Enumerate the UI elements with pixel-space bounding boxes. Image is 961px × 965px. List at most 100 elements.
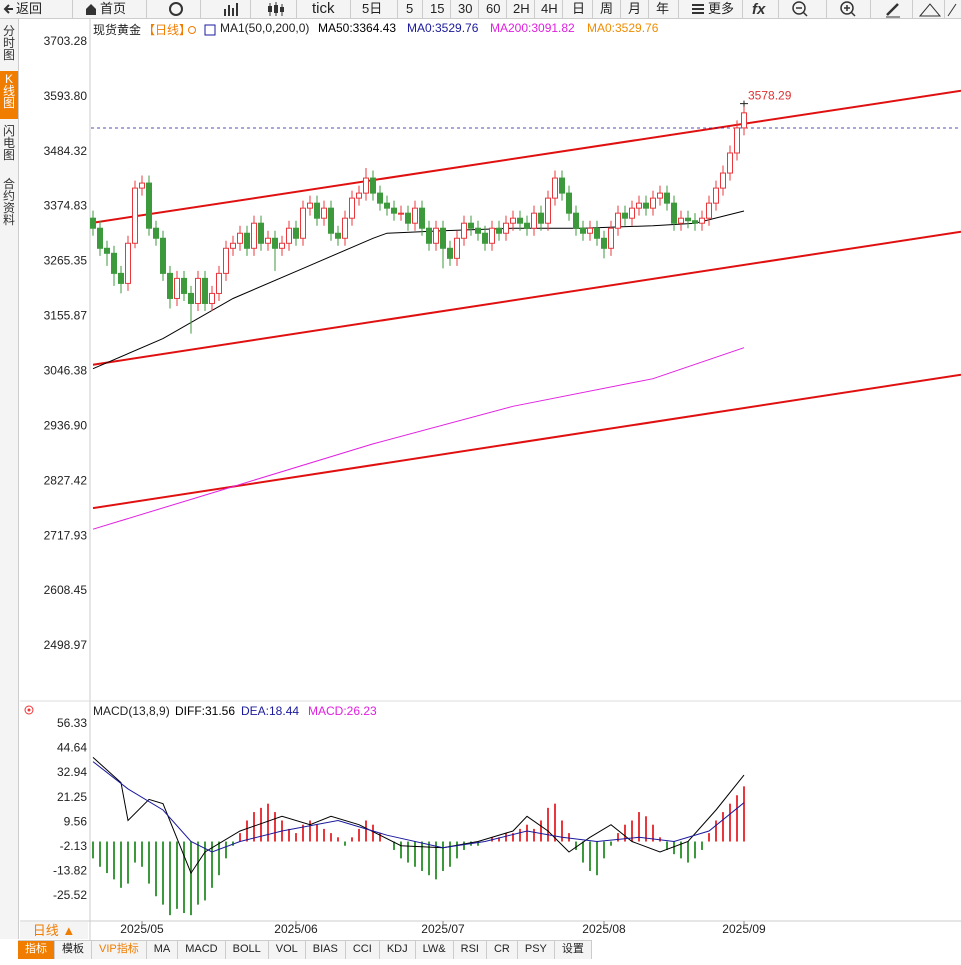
- candle-body: [517, 217, 523, 224]
- indicator-tab[interactable]: CR: [486, 941, 518, 959]
- legend-entry: MA200:3091.82: [490, 21, 575, 35]
- refresh-icon[interactable]: [166, 0, 186, 18]
- candle-body: [699, 217, 705, 224]
- macd-bar: [736, 795, 738, 842]
- candle-body: [195, 277, 201, 304]
- candle-body: [664, 192, 670, 204]
- candle-body: [272, 237, 278, 249]
- y-tick-label: 44.64: [57, 741, 87, 755]
- toolbar-button[interactable]: 4H: [541, 1, 558, 16]
- candle-body: [601, 237, 607, 249]
- side-tab[interactable]: 闪电图: [3, 124, 16, 162]
- pen-icon[interactable]: [884, 0, 904, 18]
- macd-bar: [638, 812, 640, 842]
- macd-bar: [435, 841, 437, 880]
- indicator-tab[interactable]: LW&: [415, 941, 454, 959]
- ma-line: [92, 210, 745, 370]
- candle-body: [685, 217, 691, 222]
- period-label: 【日线】: [143, 23, 192, 37]
- candle-body: [622, 212, 628, 219]
- high-label: 3578.29: [748, 89, 792, 103]
- indicator-tab[interactable]: BIAS: [305, 941, 346, 959]
- toolbar-button[interactable]: 更多: [708, 1, 735, 16]
- macd-bar: [316, 824, 318, 842]
- candle-body: [419, 207, 425, 229]
- indicator-tab[interactable]: KDJ: [379, 941, 416, 959]
- toolbar-button[interactable]: 5日: [362, 1, 383, 16]
- trend-line: [92, 230, 961, 366]
- toolbar-button[interactable]: 首页: [100, 1, 127, 16]
- triangle-icon[interactable]: [918, 0, 942, 18]
- zoom-in-icon[interactable]: [838, 0, 858, 18]
- side-tab[interactable]: K线图: [0, 71, 18, 119]
- period-selector[interactable]: 日线 ▲: [20, 922, 88, 939]
- shape-icon[interactable]: [946, 0, 961, 18]
- bar-icon[interactable]: [222, 0, 242, 18]
- candle-body: [538, 212, 544, 224]
- y-tick-label: 2827.42: [44, 473, 88, 487]
- y-tick-label: -2.13: [60, 839, 88, 853]
- indicator-tab[interactable]: VIP指标: [92, 941, 147, 959]
- indicator-tab[interactable]: RSI: [453, 941, 487, 959]
- indicator-tab[interactable]: VOL: [268, 941, 306, 959]
- candle-body: [559, 177, 565, 194]
- toolbar-button[interactable]: 60: [486, 1, 501, 16]
- toolbar-button[interactable]: 月: [628, 1, 642, 16]
- toolbar-button[interactable]: 15: [430, 1, 445, 16]
- settings-icon[interactable]: [24, 705, 34, 715]
- y-tick-label: 3265.35: [44, 254, 88, 268]
- macd-bar: [589, 841, 591, 871]
- toolbar-button[interactable]: tick: [312, 0, 335, 17]
- macd-bar: [358, 828, 360, 842]
- candle-body: [174, 277, 180, 299]
- candle-body: [349, 197, 355, 219]
- toolbar-button[interactable]: 30: [458, 1, 473, 16]
- indicator-tab[interactable]: 设置: [554, 941, 592, 959]
- indicator-tab[interactable]: MACD: [178, 941, 226, 959]
- toolbar-button[interactable]: 2H: [513, 1, 530, 16]
- indicator-tab[interactable]: MA: [146, 941, 179, 959]
- macd-bar: [533, 828, 535, 842]
- fx-icon[interactable]: fx: [750, 0, 772, 18]
- toolbar-button[interactable]: 返回: [16, 1, 43, 16]
- macd-bar: [218, 841, 220, 876]
- candle-body: [342, 217, 348, 239]
- toolbar-button[interactable]: 日: [572, 1, 586, 16]
- macd-bar: [463, 841, 465, 850]
- zoom-out-icon[interactable]: [790, 0, 810, 18]
- side-tab[interactable]: 分时图: [3, 24, 16, 62]
- macd-bar: [568, 833, 570, 842]
- toolbar-button[interactable]: 5: [406, 1, 414, 16]
- macd-bar: [113, 841, 115, 880]
- candle-body: [524, 222, 530, 229]
- side-tab[interactable]: 合约资料: [3, 177, 16, 227]
- macd-bar: [652, 824, 654, 842]
- macd-bar: [239, 833, 241, 842]
- candle-body: [587, 227, 593, 234]
- toolbar-button[interactable]: 年: [656, 1, 670, 16]
- svg-text:fx: fx: [752, 1, 766, 18]
- candle-body: [671, 202, 677, 224]
- legend-entry: DEA:18.44: [241, 704, 300, 718]
- candle-body: [314, 202, 320, 219]
- indicator-tab[interactable]: CCI: [345, 941, 380, 959]
- candle-body: [251, 222, 257, 249]
- indicator-tab[interactable]: PSY: [517, 941, 555, 959]
- macd-bar: [673, 841, 675, 855]
- candle-body: [636, 202, 642, 209]
- indicator-tab[interactable]: 指标: [18, 941, 55, 959]
- indicator-tab[interactable]: BOLL: [225, 941, 269, 959]
- macd-bar: [162, 841, 164, 905]
- macd-bar: [442, 841, 444, 871]
- candle-body: [384, 202, 390, 209]
- indicator-tab[interactable]: 模板: [55, 941, 92, 959]
- toolbar-button[interactable]: 周: [600, 1, 614, 16]
- macd-bar: [701, 841, 703, 850]
- macd-bar: [155, 841, 157, 897]
- candle-body: [258, 222, 264, 244]
- candle-body: [335, 232, 341, 239]
- macd-bar: [582, 841, 584, 863]
- back-icon: [3, 4, 13, 14]
- candle-icon[interactable]: [266, 0, 288, 18]
- macd-bar: [169, 841, 171, 916]
